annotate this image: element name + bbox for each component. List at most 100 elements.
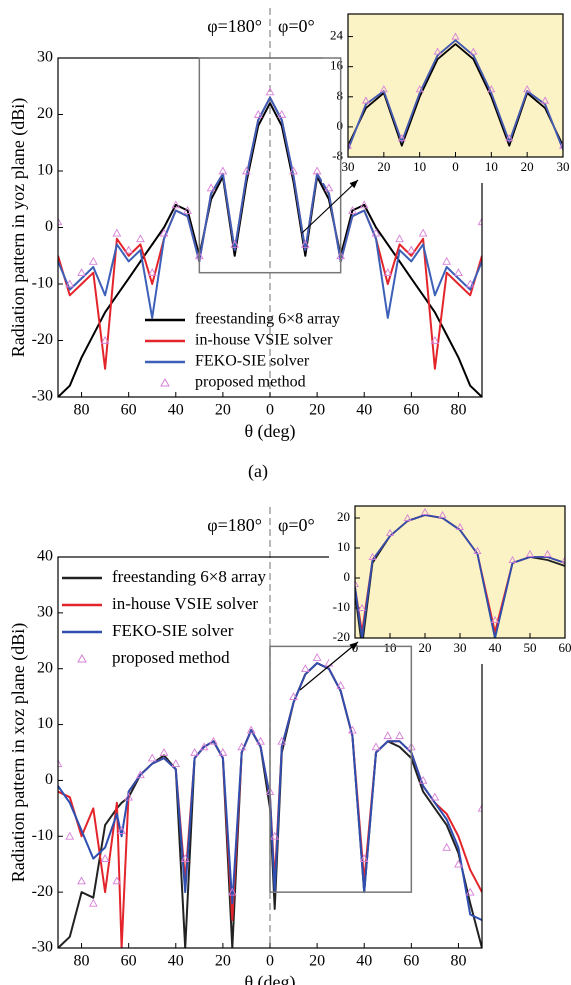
- marker: [559, 141, 563, 149]
- marker: [206, 183, 216, 192]
- marker: [415, 85, 424, 93]
- y-tick-label: 30: [37, 49, 53, 66]
- marker: [112, 876, 122, 885]
- marker: [430, 792, 440, 801]
- plot-frame: [354, 505, 566, 639]
- marker: [371, 228, 381, 237]
- y-axis-label: Radiation pattern in xoz plane (dBi): [8, 623, 29, 882]
- y-tick-label: -30: [32, 388, 53, 405]
- marker: [312, 653, 322, 661]
- x-tick-label: 80: [450, 402, 466, 419]
- x-tick-label: 80: [74, 402, 90, 419]
- marker: [418, 775, 428, 784]
- legend-label: freestanding 6×8 array: [112, 567, 267, 586]
- marker: [253, 109, 263, 118]
- marker: [371, 742, 381, 751]
- x-tick-label: 0: [266, 953, 274, 970]
- marker: [395, 234, 404, 243]
- plot-frame: [57, 556, 483, 949]
- y-tick-label: 20: [337, 509, 350, 524]
- annotation: φ=180°: [207, 515, 262, 535]
- marker: [465, 887, 475, 896]
- y-tick-label: 10: [337, 539, 350, 554]
- marker: [473, 546, 482, 555]
- zoom-arrow-head: [349, 180, 358, 189]
- marker: [88, 256, 98, 265]
- x-tick-label: 80: [74, 953, 90, 970]
- y-tick-label: 0: [45, 771, 53, 788]
- x-tick-label: 0: [266, 402, 274, 419]
- y-tick-label: -20: [32, 883, 53, 900]
- series-group: [348, 32, 563, 150]
- marker: [454, 268, 463, 277]
- x-tick-label: 20: [377, 159, 390, 174]
- y-tick-label: 10: [37, 715, 53, 732]
- series-group: [58, 653, 482, 948]
- series-group: [355, 507, 565, 638]
- y-tick-label: -8: [332, 148, 343, 163]
- x-axis-label: θ (deg): [244, 972, 295, 985]
- zoom-arrow: [301, 179, 359, 234]
- marker: [451, 32, 460, 40]
- marker: [180, 854, 190, 862]
- y-tick-label: 0: [337, 118, 344, 133]
- y-tick-label: -20: [333, 629, 350, 644]
- series-line: [58, 96, 482, 319]
- legend-label: proposed method: [195, 374, 306, 391]
- marker: [147, 268, 157, 277]
- plot-frame: [347, 13, 564, 158]
- marker: [433, 47, 442, 55]
- x-tick-label: 40: [356, 402, 372, 419]
- marker: [508, 555, 517, 564]
- marker: [58, 217, 63, 226]
- x-tick-label: 10: [485, 159, 498, 174]
- y-tick-label: -30: [32, 939, 53, 956]
- x-tick-label: 60: [121, 402, 137, 419]
- y-axis-label: Radiation pattern in yoz plane (dBi): [8, 98, 29, 357]
- y-tick-label: 20: [37, 105, 53, 122]
- x-tick-label: 80: [450, 953, 466, 970]
- marker: [505, 134, 514, 142]
- legend-marker: [77, 653, 87, 663]
- marker: [265, 87, 275, 96]
- zoom-arrow-head: [349, 642, 358, 650]
- marker: [270, 831, 280, 840]
- plot-area: [348, 14, 563, 157]
- marker: [58, 759, 63, 768]
- marker: [171, 759, 181, 768]
- y-tick-label: 0: [344, 569, 351, 584]
- marker: [300, 664, 310, 673]
- x-axis-label: θ (deg): [244, 421, 295, 442]
- y-tick-label: 8: [337, 88, 344, 103]
- x-tick-label: 50: [524, 640, 537, 655]
- marker: [100, 854, 110, 862]
- marker: [124, 792, 134, 801]
- annotation: φ=180°: [207, 16, 262, 36]
- marker: [88, 898, 98, 907]
- marker: [456, 522, 464, 531]
- marker: [147, 753, 157, 762]
- marker: [406, 245, 416, 254]
- marker: [403, 513, 412, 522]
- x-tick-label: 10: [413, 159, 426, 174]
- x-tick-label: 60: [121, 953, 137, 970]
- x-tick-label: 20: [215, 402, 231, 419]
- y-tick-label: 40: [37, 548, 53, 565]
- marker: [77, 268, 86, 277]
- marker: [312, 166, 322, 175]
- annotation: φ=0°: [278, 16, 315, 36]
- marker: [430, 335, 440, 344]
- y-tick-label: 16: [330, 58, 344, 73]
- legend-label: FEKO-SIE solver: [195, 353, 310, 370]
- marker: [355, 579, 359, 588]
- marker: [289, 692, 298, 700]
- x-tick-label: 30: [557, 159, 570, 174]
- legend-label: in-house VSIE solver: [195, 332, 333, 349]
- x-tick-label: 20: [521, 159, 534, 174]
- marker: [541, 96, 550, 104]
- y-tick-label: 10: [37, 162, 53, 179]
- marker: [65, 279, 75, 288]
- marker: [454, 859, 463, 868]
- marker: [543, 549, 552, 558]
- marker: [183, 206, 192, 214]
